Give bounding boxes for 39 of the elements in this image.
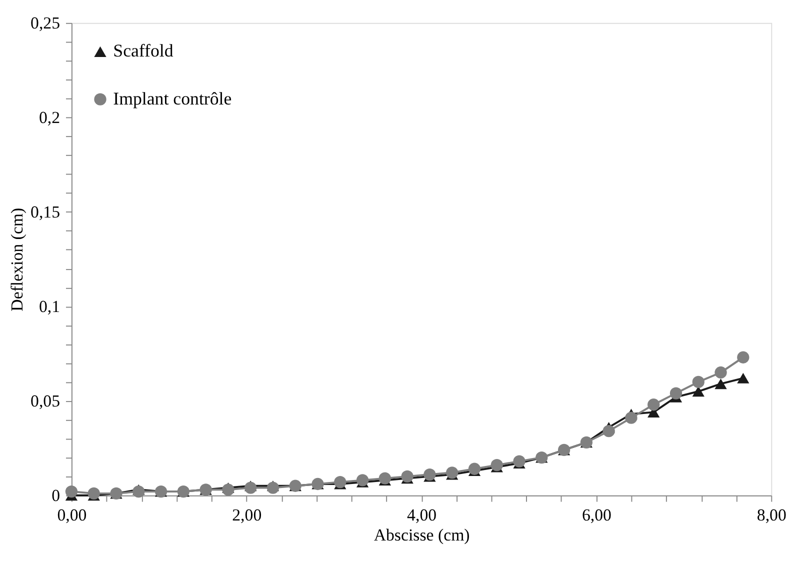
point	[424, 468, 436, 481]
point	[446, 466, 458, 479]
point	[692, 386, 704, 397]
x-axis-title: Abscisse (cm)	[374, 525, 470, 544]
point	[737, 351, 750, 364]
x-tick-label: 0,00	[57, 506, 87, 525]
x-tick-label: 4,00	[407, 506, 437, 525]
point	[334, 476, 346, 488]
point	[88, 487, 100, 500]
point	[222, 484, 234, 496]
point	[648, 398, 660, 411]
point	[490, 459, 503, 472]
y-tick-label: 0,05	[30, 391, 60, 410]
x-tick-label: 8,00	[756, 506, 786, 525]
y-tick-label: 0	[52, 486, 60, 505]
x-tick-label: 6,00	[582, 506, 612, 525]
point	[378, 472, 391, 484]
point	[65, 485, 78, 498]
point	[714, 366, 727, 379]
point	[401, 470, 414, 482]
point	[468, 462, 481, 475]
point	[244, 482, 257, 494]
point	[132, 485, 145, 498]
legend-label: Scaffold	[113, 40, 174, 61]
point	[266, 482, 280, 494]
y-tick-label: 0,1	[38, 296, 60, 316]
y-tick-label: 0,15	[30, 202, 60, 222]
point	[513, 455, 526, 468]
point	[356, 474, 369, 486]
point	[737, 372, 750, 384]
legend-label: Implant contrôle	[113, 88, 232, 108]
point	[714, 378, 727, 390]
y-axis-title: Deflexion (cm)	[8, 208, 27, 312]
point	[670, 387, 682, 400]
point	[692, 376, 704, 388]
x-tick-label: 2,00	[232, 506, 262, 525]
y-tick-label: 0,25	[30, 13, 60, 32]
point	[602, 425, 615, 438]
y-tick-label: 0,2	[38, 108, 60, 127]
